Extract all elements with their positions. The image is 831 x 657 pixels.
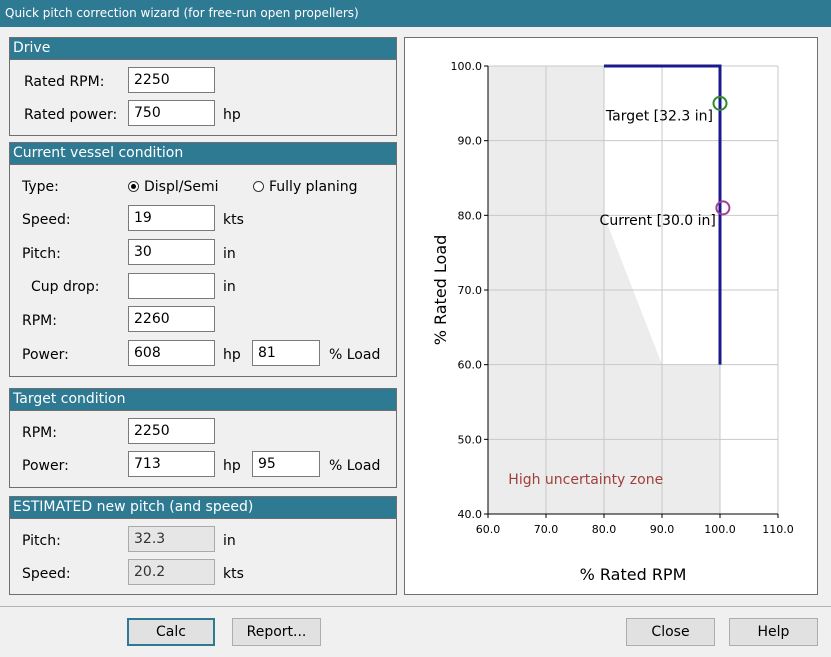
calc-button[interactable]: Calc xyxy=(127,618,215,646)
estimated-panel: ESTIMATED new pitch (and speed) Pitch: 3… xyxy=(9,496,397,595)
estimated-speed-unit: kts xyxy=(223,566,244,582)
y-tick-label: 80.0 xyxy=(458,209,483,222)
current-point-label: Current [30.0 in] xyxy=(600,213,716,229)
target-rpm-label: RPM: xyxy=(22,425,57,441)
estimated-speed-value: 20.2 xyxy=(128,559,215,585)
speed-label: Speed: xyxy=(22,212,71,228)
estimated-pitch-value: 32.3 xyxy=(128,526,215,552)
y-tick-label: 90.0 xyxy=(458,135,483,148)
x-tick-label: 80.0 xyxy=(592,523,617,536)
target-load-unit: % Load xyxy=(329,458,381,474)
current-point-marker xyxy=(715,200,731,216)
speed-unit: kts xyxy=(223,212,244,228)
target-condition-header: Target condition xyxy=(10,389,396,411)
cup-drop-unit: in xyxy=(223,279,236,295)
pitch-input[interactable]: 30 xyxy=(128,239,215,265)
close-button[interactable]: Close xyxy=(626,618,715,646)
estimated-pitch-unit: in xyxy=(223,533,236,549)
rpm-label: RPM: xyxy=(22,313,57,329)
x-tick-label: 70.0 xyxy=(534,523,559,536)
x-axis-title: % Rated RPM xyxy=(580,565,687,584)
estimated-speed-label: Speed: xyxy=(22,566,71,582)
y-tick-label: 60.0 xyxy=(458,359,483,372)
y-tick-label: 50.0 xyxy=(458,433,483,446)
target-point-marker xyxy=(712,95,728,111)
power-input[interactable]: 608 xyxy=(128,340,215,366)
power-label: Power: xyxy=(22,347,69,363)
rated-power-input[interactable]: 750 xyxy=(128,100,215,126)
target-power-unit: hp xyxy=(223,458,241,474)
estimated-pitch-label: Pitch: xyxy=(22,533,61,549)
target-rpm-input[interactable]: 2250 xyxy=(128,418,215,444)
estimated-header: ESTIMATED new pitch (and speed) xyxy=(10,497,396,519)
target-power-label: Power: xyxy=(22,458,69,474)
speed-input[interactable]: 19 xyxy=(128,205,215,231)
load-input[interactable]: 81 xyxy=(252,340,320,366)
type-fully-planing-label[interactable]: Fully planing xyxy=(269,179,358,195)
rpm-input[interactable]: 2260 xyxy=(128,306,215,332)
footer-separator xyxy=(0,606,831,607)
y-tick-label: 70.0 xyxy=(458,284,483,297)
report-button[interactable]: Report... xyxy=(232,618,321,646)
help-button[interactable]: Help xyxy=(729,618,818,646)
rated-power-label: Rated power: xyxy=(24,107,118,123)
pitch-unit: in xyxy=(223,246,236,262)
rated-power-unit: hp xyxy=(223,107,241,123)
type-fully-planing-radio[interactable] xyxy=(253,181,264,192)
target-power-input[interactable]: 713 xyxy=(128,451,215,477)
drive-panel: Drive Rated RPM: 2250 Rated power: 750 h… xyxy=(9,37,397,136)
type-displ-semi-label[interactable]: Displ/Semi xyxy=(144,179,219,195)
drive-panel-header: Drive xyxy=(10,38,396,60)
y-tick-label: 40.0 xyxy=(458,508,483,521)
load-rpm-chart: 60.0 70.0 80.0 90.0 100.0 110.0 40.0 50.0 60.0 70… xyxy=(431,60,794,584)
target-point-label: Target [32.3 in] xyxy=(605,108,713,124)
type-label: Type: xyxy=(22,179,59,195)
current-condition-panel: Current vessel condition Type: Displ/Sem… xyxy=(9,142,397,377)
load-unit: % Load xyxy=(329,347,381,363)
cup-drop-input[interactable] xyxy=(128,273,215,299)
y-tick-label: 100.0 xyxy=(451,60,483,73)
current-condition-header: Current vessel condition xyxy=(10,143,396,165)
x-tick-label: 110.0 xyxy=(762,523,794,536)
uncertainty-zone-label: High uncertainty zone xyxy=(508,472,663,488)
cup-drop-label: Cup drop: xyxy=(31,279,100,295)
pitch-label: Pitch: xyxy=(22,246,61,262)
type-displ-semi-radio[interactable] xyxy=(128,181,139,192)
x-tick-label: 100.0 xyxy=(704,523,736,536)
target-load-input[interactable]: 95 xyxy=(252,451,320,477)
target-condition-panel: Target condition RPM: 2250 Power: 713 hp… xyxy=(9,388,397,488)
y-axis-title: % Rated Load xyxy=(431,235,450,346)
x-tick-label: 60.0 xyxy=(476,523,501,536)
limit-line xyxy=(604,64,722,365)
x-tick-label: 90.0 xyxy=(650,523,675,536)
load-rpm-chart-panel: 60.0 70.0 80.0 90.0 100.0 110.0 40.0 50.0 60.0 70… xyxy=(404,37,818,595)
rated-rpm-label: Rated RPM: xyxy=(24,74,105,90)
rated-rpm-input[interactable]: 2250 xyxy=(128,67,215,93)
power-unit: hp xyxy=(223,347,241,363)
window-title: Quick pitch correction wizard (for free-… xyxy=(0,0,831,27)
